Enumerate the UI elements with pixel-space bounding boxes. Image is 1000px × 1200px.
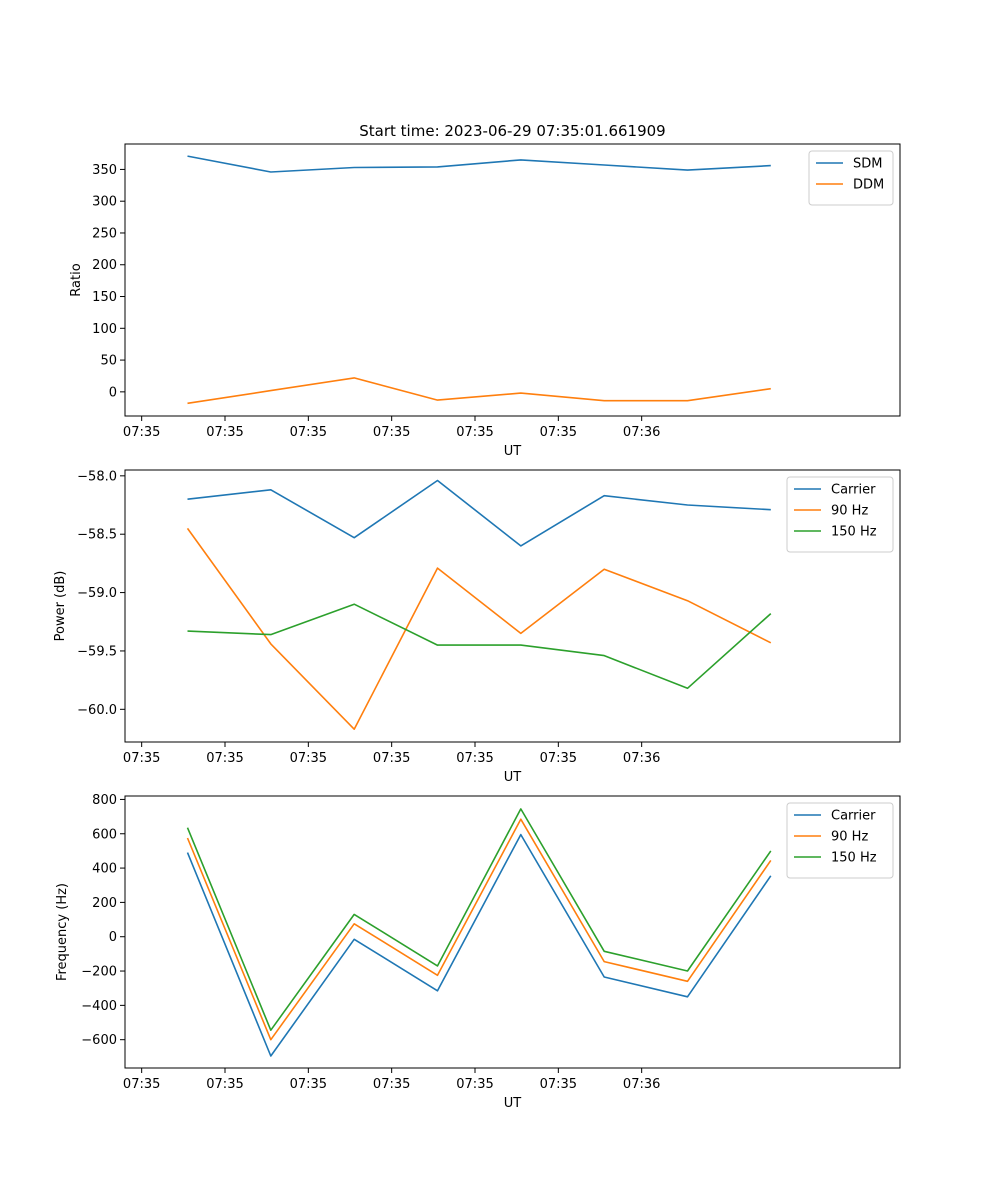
legend: Carrier 90 Hz 150 Hz xyxy=(786,476,894,553)
x-tick-label: 07:35 xyxy=(456,751,493,766)
legend-label: 150 Hz xyxy=(831,851,877,866)
legend: SDM DDM xyxy=(808,150,894,206)
x-tick-label: 07:35 xyxy=(540,751,577,766)
series-line-carrier xyxy=(187,479,771,547)
legend-label: 150 Hz xyxy=(831,525,877,540)
y-tick-label: 150 xyxy=(92,290,117,305)
x-tick-label: 07:36 xyxy=(623,425,660,440)
y-tick-label: 600 xyxy=(92,827,117,842)
series-line-150-hz xyxy=(187,603,772,690)
x-tick-label: 07:35 xyxy=(123,1077,160,1092)
legend: Carrier 90 Hz 150 Hz xyxy=(786,802,894,879)
series-line-150-hz xyxy=(186,808,772,1031)
y-tick-label: 50 xyxy=(100,354,117,369)
y-tick-label: −59.5 xyxy=(77,644,117,659)
legend-box xyxy=(786,476,894,553)
y-tick-label: 400 xyxy=(92,862,117,877)
x-tick-label: 07:35 xyxy=(373,1077,410,1092)
series-line-ddm xyxy=(187,377,771,405)
plot-frame xyxy=(124,143,901,417)
series-line-90-hz xyxy=(186,527,772,731)
subplot-3: 07:35 07:35 07:35 07:35 07:35 07:35 07:36 −600 −… xyxy=(55,793,901,1111)
y-tick-label: −60.0 xyxy=(77,703,117,718)
y-tick-label: 350 xyxy=(92,163,117,178)
legend-label: Carrier xyxy=(831,809,876,824)
x-axis-label: UT xyxy=(504,444,522,459)
x-tick-label: 07:35 xyxy=(456,425,493,440)
y-tick-label: 200 xyxy=(92,896,117,911)
subplot-2: 07:35 07:35 07:35 07:35 07:35 07:35 07:36 −60.0… xyxy=(53,469,901,785)
series-line-carrier xyxy=(186,833,772,1057)
x-tick-label: 07:35 xyxy=(373,425,410,440)
x-tick-label: 07:35 xyxy=(540,425,577,440)
x-tick-label: 07:35 xyxy=(540,1077,577,1092)
y-axis-label: Frequency (Hz) xyxy=(55,883,70,981)
x-tick-label: 07:35 xyxy=(206,1077,243,1092)
legend-label: DDM xyxy=(853,178,884,193)
x-tick-label: 07:35 xyxy=(373,751,410,766)
y-tick-label: 250 xyxy=(92,226,117,241)
x-tick-label: 07:35 xyxy=(290,1077,327,1092)
y-tick-label: 0 xyxy=(109,385,117,400)
y-tick-label: −58.5 xyxy=(77,528,117,543)
plot-frame xyxy=(124,795,901,1069)
legend-label: Carrier xyxy=(831,483,876,498)
series-line-sdm xyxy=(187,155,771,173)
legend-box xyxy=(808,150,894,206)
y-tick-label: 0 xyxy=(109,930,117,945)
y-tick-label: 100 xyxy=(92,322,117,337)
legend-box xyxy=(786,802,894,879)
y-axis-label: Ratio xyxy=(69,263,84,296)
y-tick-label: −59.0 xyxy=(77,586,117,601)
x-tick-label: 07:35 xyxy=(206,751,243,766)
y-tick-label: −600 xyxy=(81,1033,117,1048)
y-tick-label: 200 xyxy=(92,258,117,273)
x-tick-label: 07:35 xyxy=(290,425,327,440)
x-tick-label: 07:36 xyxy=(623,751,660,766)
legend-label: 90 Hz xyxy=(831,504,868,519)
y-tick-label: −58.0 xyxy=(77,469,117,484)
x-tick-label: 07:35 xyxy=(456,1077,493,1092)
y-tick-label: −400 xyxy=(81,999,117,1014)
x-tick-label: 07:36 xyxy=(623,1077,660,1092)
figure-title: Start time: 2023-06-29 07:35:01.661909 xyxy=(359,122,665,140)
y-tick-label: −200 xyxy=(81,965,117,980)
legend-label: 90 Hz xyxy=(831,830,868,845)
plot-frame xyxy=(124,469,901,743)
y-axis-label: Power (dB) xyxy=(53,571,68,642)
subplot-1: 07:35 07:35 07:35 07:35 07:35 07:35 07:36 0 50 10… xyxy=(69,143,901,459)
x-tick-label: 07:35 xyxy=(123,751,160,766)
legend-label: SDM xyxy=(853,157,882,172)
x-tick-label: 07:35 xyxy=(206,425,243,440)
x-axis-label: UT xyxy=(504,770,522,785)
x-tick-label: 07:35 xyxy=(290,751,327,766)
x-axis-label: UT xyxy=(504,1096,522,1111)
subplots: 07:35 07:35 07:35 07:35 07:35 07:35 07:36 0 50 10… xyxy=(53,143,901,1111)
y-tick-label: 300 xyxy=(92,195,117,210)
x-tick-label: 07:35 xyxy=(123,425,160,440)
y-tick-label: 800 xyxy=(92,793,117,808)
series-line-90-hz xyxy=(186,818,772,1041)
